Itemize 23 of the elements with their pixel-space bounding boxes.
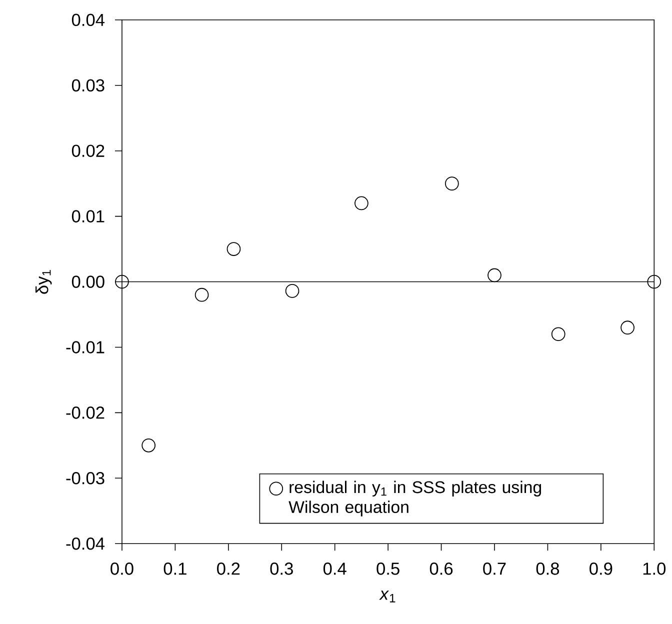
- x-tick-label: 0.7: [483, 562, 506, 575]
- x-tick-label: 0.2: [217, 562, 240, 575]
- y-tick-label: -0.01: [66, 340, 104, 354]
- y-axis-title: δy$_{1}$: [36, 270, 52, 294]
- x-tick-label: 0.9: [590, 562, 612, 575]
- x-tick-label: 0.6: [430, 562, 453, 575]
- x-tick-label: 0.4: [323, 562, 346, 575]
- y-tick-label: -0.03: [66, 472, 104, 484]
- y-tick-label: 0.02: [72, 144, 104, 157]
- x-tick-label: 0.3: [270, 562, 293, 575]
- y-tick-label: 0.00: [72, 275, 104, 288]
- x-tick-label: 0.8: [536, 562, 560, 575]
- x-tick-label: 1.0: [643, 562, 666, 575]
- y-tick-label: 0.01: [72, 210, 104, 222]
- x-tick-label: 0.5: [376, 562, 400, 575]
- y-tick-label: -0.02: [66, 406, 104, 419]
- y-tick-label: 0.04: [72, 14, 105, 26]
- y-tick-label: 0.03: [72, 79, 104, 92]
- x-tick-label: 0.0: [110, 562, 134, 575]
- y-tick-label: -0.04: [66, 537, 105, 550]
- x-axis-title: x$_{1}$: [379, 590, 396, 602]
- legend-label: residual in y$_{1}$ in SSS plates using Wilson equation: [288, 480, 542, 516]
- x-tick-label: 0.1: [164, 562, 186, 575]
